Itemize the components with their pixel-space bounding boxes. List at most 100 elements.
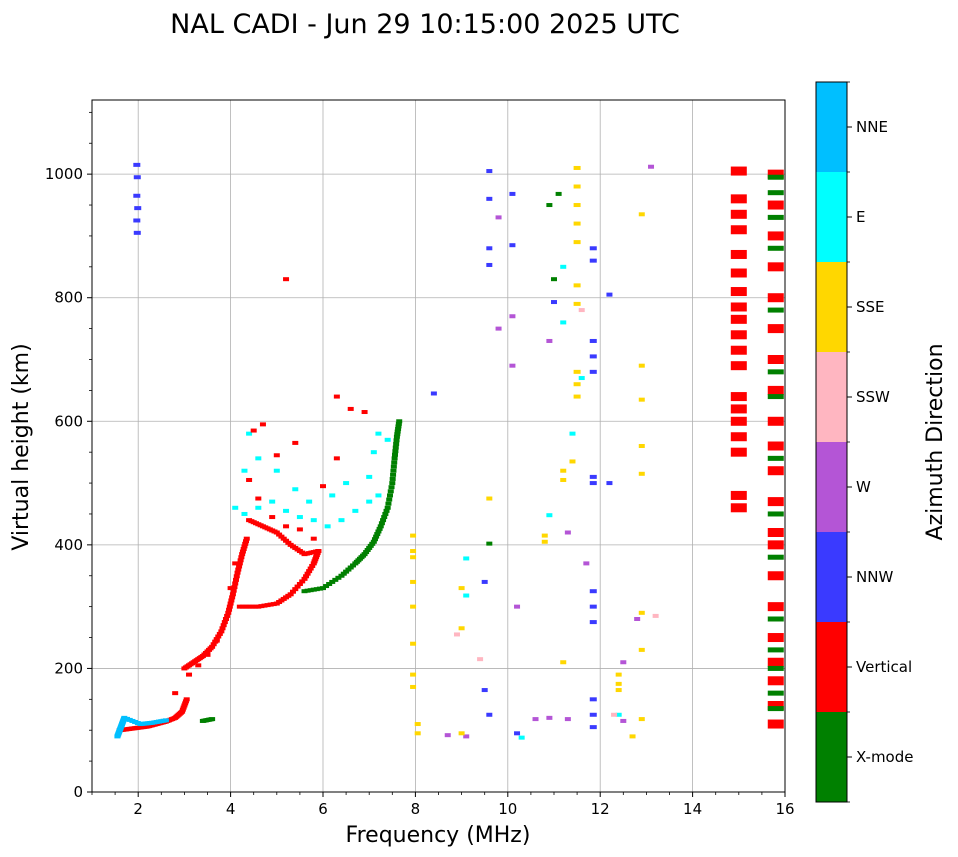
data-point — [233, 574, 240, 579]
data-point — [378, 521, 385, 526]
data-point — [133, 218, 141, 223]
data-point — [370, 450, 377, 455]
colorbar-segment — [816, 262, 847, 352]
trace — [133, 162, 142, 235]
data-point — [629, 734, 636, 739]
data-point — [560, 264, 567, 269]
trace — [453, 308, 659, 717]
colorbar-segment — [816, 442, 847, 532]
x-tick-label: 8 — [411, 800, 421, 818]
data-point — [312, 557, 319, 562]
trace — [458, 212, 645, 739]
data-point — [241, 511, 248, 516]
data-point — [310, 587, 317, 592]
data-point — [361, 410, 368, 415]
data-point — [477, 657, 484, 662]
data-point — [225, 610, 232, 615]
data-point — [239, 549, 246, 554]
data-point — [289, 589, 296, 594]
data-point — [541, 533, 548, 538]
data-point — [486, 262, 493, 267]
colorbar-label-w: W — [856, 478, 871, 496]
data-point — [730, 404, 747, 414]
data-point — [255, 456, 262, 461]
data-point — [615, 681, 622, 686]
data-point — [241, 468, 248, 473]
x-tick-label: 6 — [318, 800, 328, 818]
data-point — [767, 355, 784, 364]
data-point — [410, 579, 417, 584]
data-point — [227, 601, 234, 606]
data-point — [767, 701, 784, 710]
data-point — [179, 707, 186, 712]
data-point — [307, 588, 314, 593]
data-point — [304, 571, 311, 576]
grid — [92, 100, 786, 793]
data-point — [730, 302, 747, 312]
data-point — [273, 530, 280, 535]
data-point — [652, 613, 659, 618]
data-point — [767, 385, 784, 395]
data-point — [246, 604, 253, 609]
data-point — [371, 537, 378, 542]
data-point — [573, 203, 581, 208]
data-point — [366, 474, 373, 479]
data-point — [390, 472, 397, 477]
data-point — [249, 604, 256, 609]
data-point — [320, 484, 326, 489]
data-point — [509, 191, 516, 196]
data-point — [307, 566, 314, 571]
colorbar-segment — [816, 352, 847, 442]
data-point — [236, 561, 243, 566]
data-point — [283, 524, 290, 529]
data-point — [375, 529, 382, 534]
data-point — [270, 602, 277, 607]
colorbar-segment — [816, 532, 847, 622]
data-point — [395, 424, 402, 429]
data-point — [304, 588, 311, 593]
data-point — [338, 573, 345, 578]
data-point — [347, 406, 354, 411]
data-point — [573, 221, 581, 226]
data-point — [311, 559, 318, 564]
data-point — [375, 431, 382, 436]
data-point — [287, 592, 294, 597]
data-point — [292, 440, 299, 445]
data-point — [258, 604, 265, 609]
data-point — [216, 631, 223, 636]
x-tick-label: 12 — [591, 800, 610, 818]
data-point — [573, 184, 581, 189]
data-point — [350, 563, 357, 568]
y-tick-label: 800 — [54, 289, 83, 307]
data-point — [222, 617, 229, 621]
data-point — [343, 569, 350, 574]
data-point — [546, 715, 553, 720]
data-point — [430, 391, 437, 396]
data-point — [366, 499, 373, 504]
trace — [730, 166, 747, 513]
data-point — [221, 620, 228, 625]
data-point — [555, 191, 562, 196]
data-point — [133, 193, 141, 198]
data-point — [393, 434, 400, 439]
data-point — [347, 565, 354, 570]
data-point — [730, 194, 747, 204]
data-point — [730, 249, 747, 259]
data-point — [767, 174, 784, 180]
data-point — [514, 604, 521, 609]
data-point — [363, 550, 370, 555]
data-point — [486, 196, 493, 201]
data-point — [226, 607, 233, 612]
data-point — [767, 647, 784, 653]
data-point — [410, 684, 417, 689]
data-point — [486, 246, 493, 251]
data-point — [560, 468, 567, 473]
data-point — [383, 508, 390, 513]
data-point — [389, 481, 396, 486]
data-point — [767, 511, 784, 517]
data-point — [375, 493, 382, 498]
data-point — [767, 665, 784, 671]
data-point — [767, 706, 784, 712]
data-point — [229, 595, 236, 600]
data-point — [133, 230, 141, 235]
